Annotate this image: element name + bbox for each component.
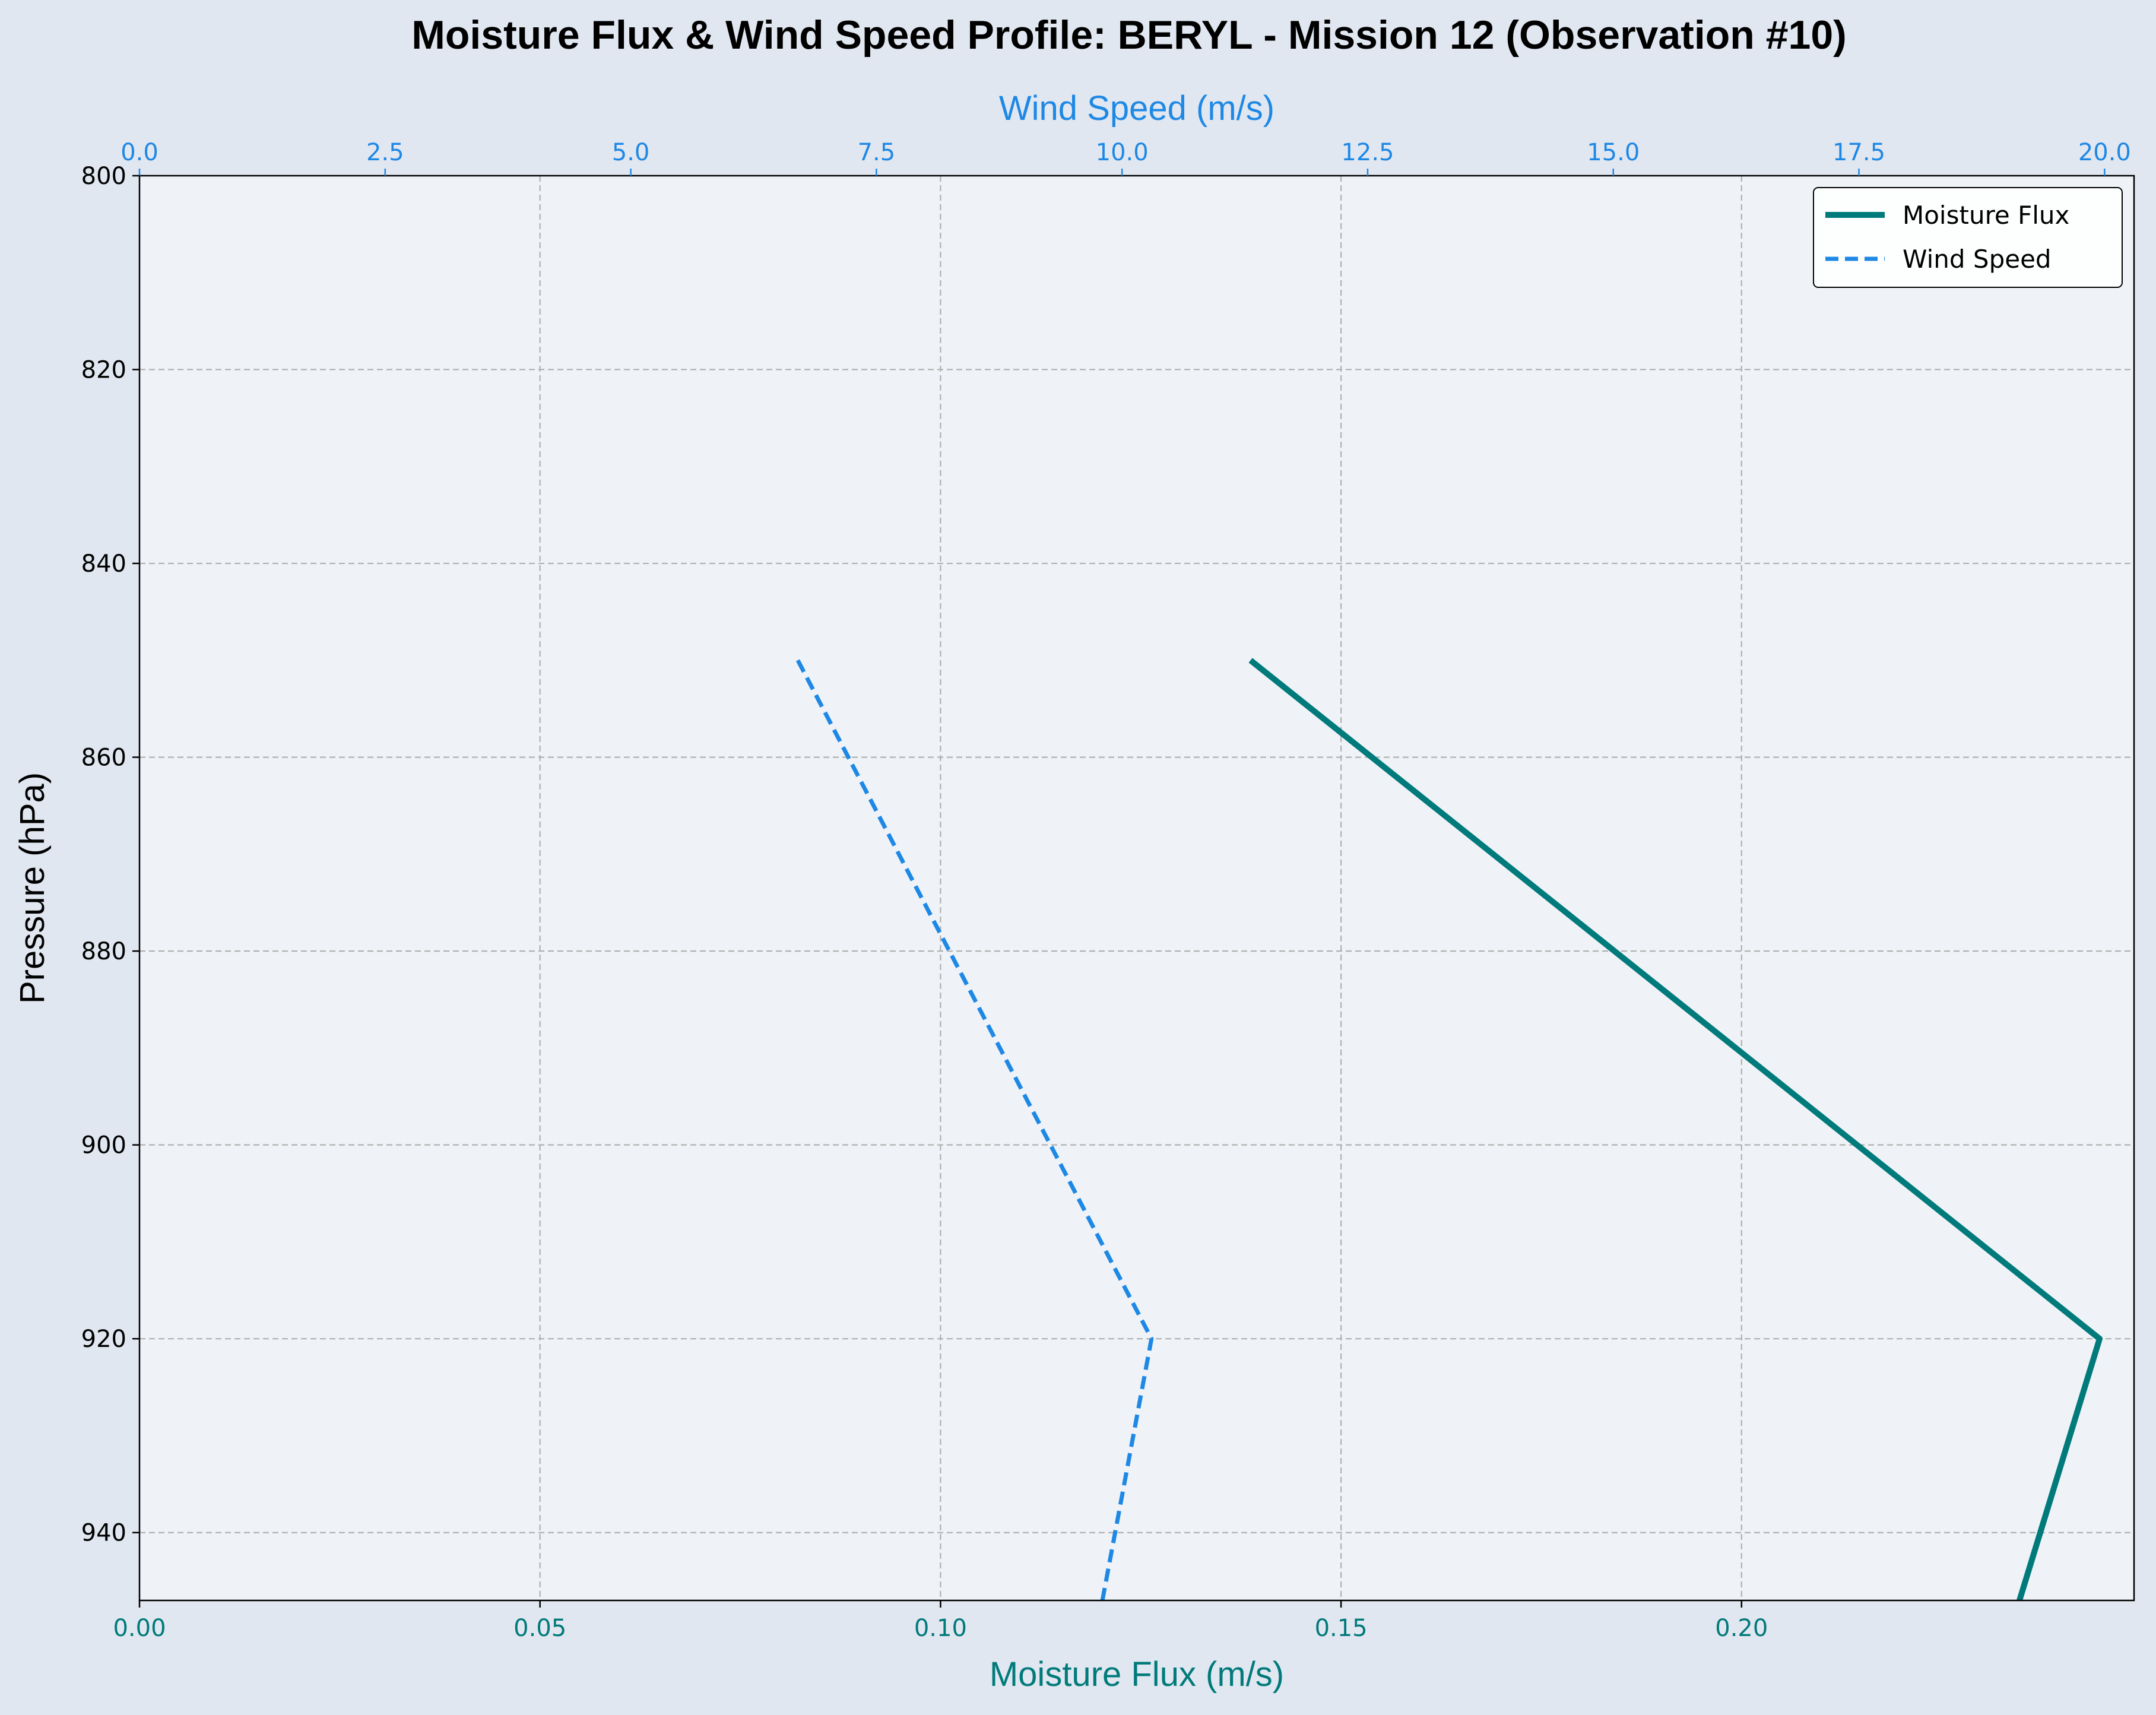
y-tick-label: 880 [81, 938, 126, 965]
y-tick-label: 900 [81, 1132, 126, 1159]
legend-label-wind-speed: Wind Speed [1903, 245, 2052, 274]
x-bottom-tick-label: 0.05 [513, 1615, 566, 1642]
x-axis-bottom-title: Moisture Flux (m/s) [990, 1655, 1284, 1694]
grid [139, 176, 2134, 1600]
x-bottom-tick-label: 0.00 [113, 1615, 166, 1642]
plot-frame [138, 175, 2135, 1602]
y-tick-label: 840 [81, 550, 126, 578]
x-bottom-tick-label: 0.15 [1315, 1615, 1368, 1642]
y-tick-label: 860 [81, 744, 126, 772]
legend: Moisture Flux Wind Speed [1813, 187, 2123, 288]
wind-speed-line [795, 659, 1154, 1601]
legend-label-moisture-flux: Moisture Flux [1903, 201, 2069, 230]
x-top-tick-label: 15.0 [1587, 139, 1640, 166]
axis-ticks: 0.00 0.05 0.10 0.15 0.20 0.0 2.5 5.0 7.5 10.0 12.5… [81, 139, 2131, 1642]
x-top-tick-label: 5.0 [612, 139, 650, 166]
x-bottom-tick-label: 0.10 [914, 1615, 967, 1642]
x-bottom-tick-label: 0.20 [1715, 1615, 1768, 1642]
x-top-tick-label: 12.5 [1341, 139, 1394, 166]
legend-box [1813, 187, 2123, 288]
plot-area [139, 176, 2134, 1600]
x-top-tick-label: 17.5 [1832, 139, 1885, 166]
y-axis-title: Pressure (hPa) [13, 772, 52, 1004]
x-top-tick-label: 20.0 [2078, 139, 2131, 166]
y-tick-label: 800 [81, 163, 126, 190]
x-top-tick-label: 7.5 [858, 139, 896, 166]
x-top-tick-label: 0.0 [121, 139, 158, 166]
moisture-flux-line [1248, 658, 2103, 1602]
chart-title: Moisture Flux & Wind Speed Profile: BERY… [411, 12, 1847, 58]
x-axis-top-title: Wind Speed (m/s) [999, 89, 1274, 128]
y-tick-label: 940 [81, 1520, 126, 1547]
data-lines [795, 658, 2103, 1602]
y-tick-label: 920 [81, 1326, 126, 1353]
x-top-tick-label: 2.5 [366, 139, 404, 166]
x-top-tick-label: 10.0 [1096, 139, 1149, 166]
y-tick-label: 820 [81, 357, 126, 384]
